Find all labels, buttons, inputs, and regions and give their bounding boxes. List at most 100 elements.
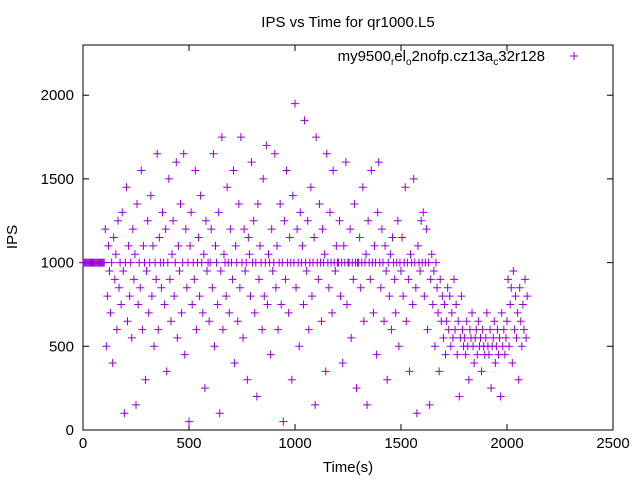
data-point	[166, 317, 175, 326]
data-point	[409, 174, 418, 183]
data-point	[439, 333, 448, 342]
data-point	[513, 308, 522, 317]
data-point	[217, 133, 226, 142]
data-point	[161, 225, 170, 234]
data-point	[173, 333, 182, 342]
chart-title: IPS vs Time for qr1000.L5	[261, 14, 434, 31]
data-point	[295, 342, 304, 351]
data-point	[115, 283, 124, 292]
data-point	[226, 225, 235, 234]
data-point	[522, 333, 531, 342]
data-point	[405, 367, 414, 376]
data-point	[441, 350, 450, 359]
data-point	[468, 308, 477, 317]
data-point	[447, 308, 456, 317]
data-point	[517, 342, 526, 351]
data-point	[312, 133, 321, 142]
data-point	[129, 275, 138, 284]
data-point	[128, 225, 137, 234]
data-point	[510, 325, 519, 334]
data-point	[109, 233, 118, 242]
data-point	[310, 233, 319, 242]
data-point	[320, 250, 329, 259]
data-point	[198, 308, 207, 317]
x-tick-label: 500	[176, 435, 201, 452]
data-point	[136, 283, 145, 292]
x-tick-label: 1500	[384, 435, 417, 452]
data-point	[144, 308, 153, 317]
data-point	[263, 300, 272, 309]
data-point	[461, 350, 470, 359]
data-point	[249, 216, 258, 225]
data-point	[170, 292, 179, 301]
data-point	[254, 275, 263, 284]
data-point	[373, 208, 382, 217]
data-point	[288, 191, 297, 200]
data-point	[164, 174, 173, 183]
data-point	[133, 200, 142, 209]
data-point	[363, 400, 372, 409]
data-point	[233, 317, 242, 326]
data-point	[230, 359, 239, 368]
data-point	[253, 200, 262, 209]
data-point	[512, 333, 521, 342]
data-point	[157, 283, 166, 292]
data-point	[158, 208, 167, 217]
data-point	[262, 141, 271, 150]
data-point	[518, 300, 527, 309]
data-point	[171, 258, 180, 267]
data-point	[194, 233, 203, 242]
data-point	[358, 183, 367, 192]
y-axis-label: IPS	[4, 225, 21, 249]
data-point	[212, 258, 221, 267]
data-point	[132, 400, 140, 409]
data-point	[352, 384, 361, 393]
data-point	[453, 350, 462, 359]
data-point	[110, 275, 119, 284]
data-point	[402, 317, 411, 326]
data-point	[431, 258, 440, 267]
legend-label: my9500relo2nofp.cz13ac32r128	[338, 48, 545, 68]
data-point	[490, 317, 499, 326]
data-point	[394, 342, 403, 351]
data-point	[256, 241, 265, 250]
data-point	[434, 308, 443, 317]
data-point	[154, 325, 163, 334]
data-point	[279, 417, 288, 426]
data-point	[208, 283, 217, 292]
y-tick-label: 1000	[41, 255, 74, 272]
data-point	[127, 333, 136, 342]
data-point	[191, 166, 200, 175]
data-point	[231, 241, 240, 250]
data-point	[484, 350, 493, 359]
data-point	[252, 392, 261, 401]
data-point	[523, 292, 532, 301]
data-point	[137, 166, 146, 175]
data-point	[152, 275, 161, 284]
data-point	[311, 400, 320, 409]
data-point	[292, 283, 301, 292]
legend-marker-plus	[570, 52, 578, 60]
data-point	[244, 233, 253, 242]
plot-border	[82, 44, 614, 431]
data-point	[274, 325, 283, 334]
data-point	[142, 266, 151, 275]
data-point	[101, 225, 110, 234]
data-point	[446, 342, 455, 351]
data-point	[108, 359, 117, 368]
data-point	[482, 308, 491, 317]
x-axis-label: Time(s)	[323, 459, 373, 476]
data-point	[280, 216, 289, 225]
data-point	[435, 367, 444, 376]
data-point	[199, 250, 208, 259]
data-point	[366, 275, 375, 284]
data-point	[211, 241, 220, 250]
data-point	[160, 300, 169, 309]
data-point	[428, 300, 437, 309]
data-point	[168, 250, 177, 259]
data-point	[247, 158, 256, 167]
data-point	[266, 350, 275, 359]
data-point	[276, 200, 285, 209]
y-tick-label: 1500	[41, 171, 74, 188]
data-point	[324, 283, 333, 292]
